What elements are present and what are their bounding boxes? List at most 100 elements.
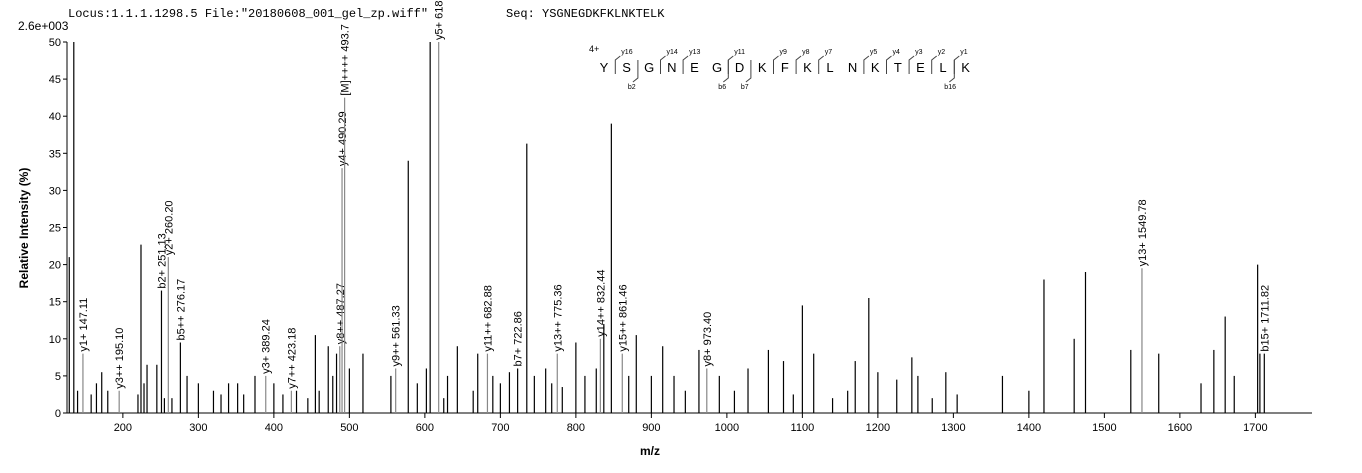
b-ion-label: b2 (628, 84, 636, 91)
y-bracket (773, 55, 779, 74)
y-axis-label: Relative Intensity (%) (17, 168, 31, 289)
x-tick-label: 400 (265, 422, 283, 434)
y-tick-label: 45 (49, 74, 61, 86)
x-tick-label: 800 (567, 422, 585, 434)
y-tick-label: 35 (49, 148, 61, 160)
y-ion-label: y1 (960, 49, 968, 56)
sequence-title: Seq: YSGNEGDKFKLNKTELK (506, 7, 665, 21)
y-bracket (795, 55, 802, 74)
y-ion-label: y14 (667, 49, 678, 56)
scale-label: 2.6e+003 (18, 19, 69, 33)
x-axis-label: m/z (640, 444, 660, 458)
peak-label: y3+ 389.24 (261, 319, 273, 374)
x-tick-label: 700 (491, 422, 509, 434)
x-tick-label: 1700 (1243, 422, 1267, 434)
b-ion-label: b16 (944, 84, 956, 91)
residue: K (758, 60, 767, 75)
residue: S (622, 60, 631, 75)
peak-label: y5+ 618.3 (434, 0, 446, 40)
residue: G (712, 60, 722, 75)
residue: L (826, 60, 833, 75)
y-ion-label: y7 (825, 49, 833, 56)
y-ion-label: y16 (621, 49, 632, 56)
residue: K (961, 60, 970, 75)
y-bracket (908, 55, 915, 74)
x-tick-label: 1300 (941, 422, 965, 434)
peak-label: y7++ 423.18 (286, 328, 298, 389)
y-ion-label: y3 (915, 49, 923, 56)
peak-label: y9++ 561.33 (391, 305, 403, 366)
x-tick-label: 300 (189, 422, 207, 434)
peak-label: y2+ 260.20 (163, 200, 175, 255)
x-tick-label: 1400 (1017, 422, 1041, 434)
y-bracket (614, 55, 621, 74)
y-bracket (727, 55, 734, 74)
peak-label: y13+ 1549.78 (1137, 199, 1149, 266)
residue: L (939, 60, 946, 75)
y-tick-label: 20 (49, 260, 61, 272)
y-ion-label: y11 (734, 49, 745, 56)
charge: 4+ (589, 44, 599, 54)
residue: E (916, 60, 925, 75)
peak-label: y1+ 147.11 (78, 298, 90, 352)
b-ion-label: b7 (741, 84, 749, 91)
x-tick-label: 1100 (791, 422, 815, 434)
peak-label: y14++ 832.44 (595, 270, 607, 337)
residue: N (667, 60, 676, 75)
peak-label: y3++ 195.10 (114, 328, 126, 389)
peak-label: b2+ 251.13 (156, 233, 168, 288)
peak-label: b7+ 722.86 (513, 311, 525, 366)
y-ion-label: y5 (870, 49, 878, 56)
residue: N (848, 60, 857, 75)
peak-label: y8+ 973.40 (702, 312, 714, 367)
peak-label: b15+ 1711.82 (1259, 285, 1271, 352)
peak-label: b5++ 276.17 (175, 279, 187, 341)
y-tick-label: 0 (55, 408, 61, 420)
y-tick-label: 5 (55, 371, 61, 383)
b-ion-label: b6 (718, 84, 726, 91)
y-tick-label: 30 (49, 185, 61, 197)
y-tick-label: 25 (49, 223, 61, 235)
y-ion-label: y4 (893, 49, 901, 56)
peak-label: y8++ 487.27 (335, 283, 347, 344)
residue: E (690, 60, 699, 75)
y-bracket (660, 55, 666, 74)
y-bracket (863, 55, 870, 74)
residue: F (781, 60, 789, 75)
b-bracket (722, 60, 729, 83)
y-tick-label: 50 (49, 37, 61, 49)
residue: G (644, 60, 654, 75)
residue: T (894, 60, 902, 75)
x-tick-label: 1000 (715, 422, 739, 434)
y-tick-label: 40 (49, 111, 61, 123)
peak-label: [M]++++ 493.7 (340, 24, 352, 96)
y-bracket (953, 55, 960, 74)
y-bracket (886, 55, 892, 74)
x-tick-label: 900 (642, 422, 660, 434)
y-bracket (682, 55, 689, 74)
y-bracket (931, 55, 938, 74)
residue: D (735, 60, 744, 75)
b-bracket (745, 60, 752, 83)
b-bracket (948, 60, 955, 83)
y-ion-label: y9 (780, 49, 788, 56)
y-tick-label: 15 (49, 297, 61, 309)
y-tick-label: 10 (49, 334, 61, 346)
y-ion-label: y2 (938, 49, 946, 56)
peak-label: y13++ 775.36 (552, 284, 564, 351)
x-tick-label: 500 (340, 422, 358, 434)
x-tick-label: 200 (114, 422, 132, 434)
residue: K (803, 60, 812, 75)
peak-label: y15++ 861.46 (617, 284, 629, 351)
peak-label: y4+ 490.29 (337, 111, 349, 166)
x-tick-label: 600 (416, 422, 434, 434)
x-tick-label: 1200 (866, 422, 890, 434)
x-tick-label: 1500 (1092, 422, 1116, 434)
y-ion-label: y8 (802, 49, 810, 56)
residue: Y (600, 60, 609, 75)
y-bracket (818, 55, 825, 74)
x-tick-label: 1600 (1168, 422, 1192, 434)
header: Locus:1.1.1.1298.5 File:"20180608_001_ge… (68, 7, 428, 21)
y-ion-label: y13 (689, 49, 700, 56)
